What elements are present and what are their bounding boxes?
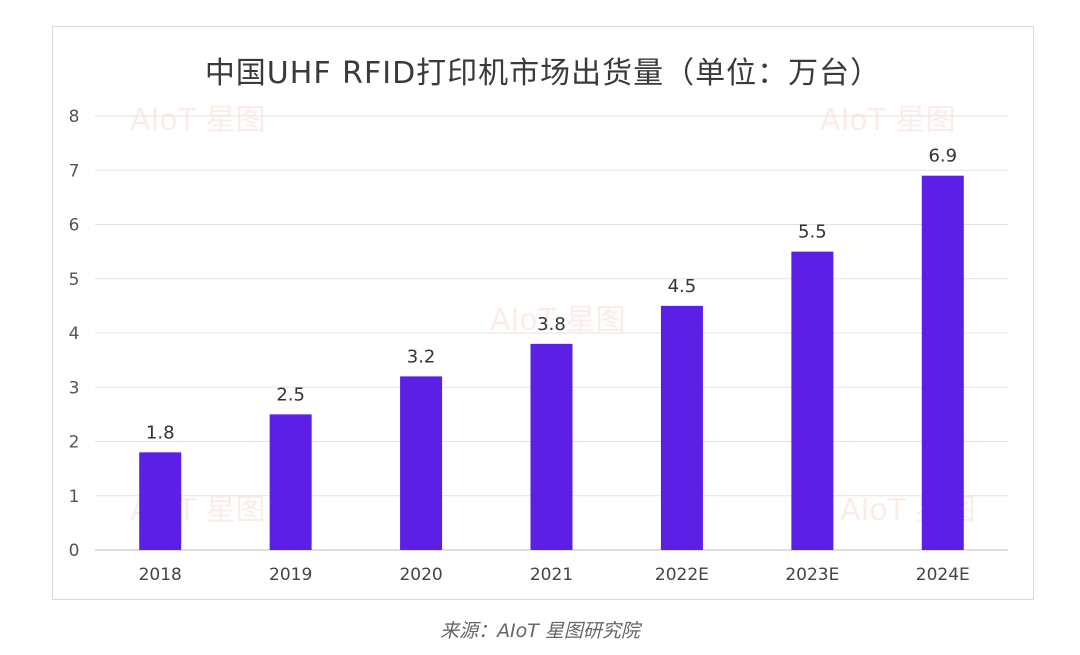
bar xyxy=(791,251,834,550)
y-tick-label: 1 xyxy=(69,487,80,507)
x-tick-label: 2024E xyxy=(916,565,970,585)
y-tick-label: 0 xyxy=(69,541,80,561)
data-label: 1.8 xyxy=(146,422,175,443)
x-tick-label: 2021 xyxy=(530,565,573,585)
y-tick-label: 4 xyxy=(69,324,80,344)
data-label: 2.5 xyxy=(276,384,305,405)
x-tick-label: 2022E xyxy=(655,565,709,585)
data-label: 3.2 xyxy=(407,346,436,367)
y-tick-label: 3 xyxy=(69,378,80,398)
y-tick-label: 2 xyxy=(69,433,80,453)
y-tick-label: 6 xyxy=(69,216,80,236)
bar xyxy=(139,452,182,550)
data-label: 3.8 xyxy=(537,314,566,335)
bar xyxy=(269,414,312,550)
data-label: 6.9 xyxy=(928,146,957,167)
chart-title: 中国UHF RFID打印机市场出货量（单位：万台） xyxy=(204,56,882,91)
y-tick-label: 8 xyxy=(69,107,80,127)
x-tick-label: 2019 xyxy=(269,565,312,585)
bar xyxy=(530,343,573,550)
y-tick-label: 5 xyxy=(69,270,80,290)
x-tick-label: 2020 xyxy=(399,565,442,585)
bar xyxy=(660,305,703,550)
data-label: 5.5 xyxy=(798,222,827,243)
x-tick-label: 2018 xyxy=(139,565,182,585)
data-label: 4.5 xyxy=(668,276,697,297)
source-note: 来源：AIoT 星图研究院 xyxy=(440,620,640,642)
y-tick-label: 7 xyxy=(69,161,80,181)
x-tick-label: 2023E xyxy=(785,565,839,585)
bar xyxy=(400,376,443,550)
bar xyxy=(921,175,964,551)
